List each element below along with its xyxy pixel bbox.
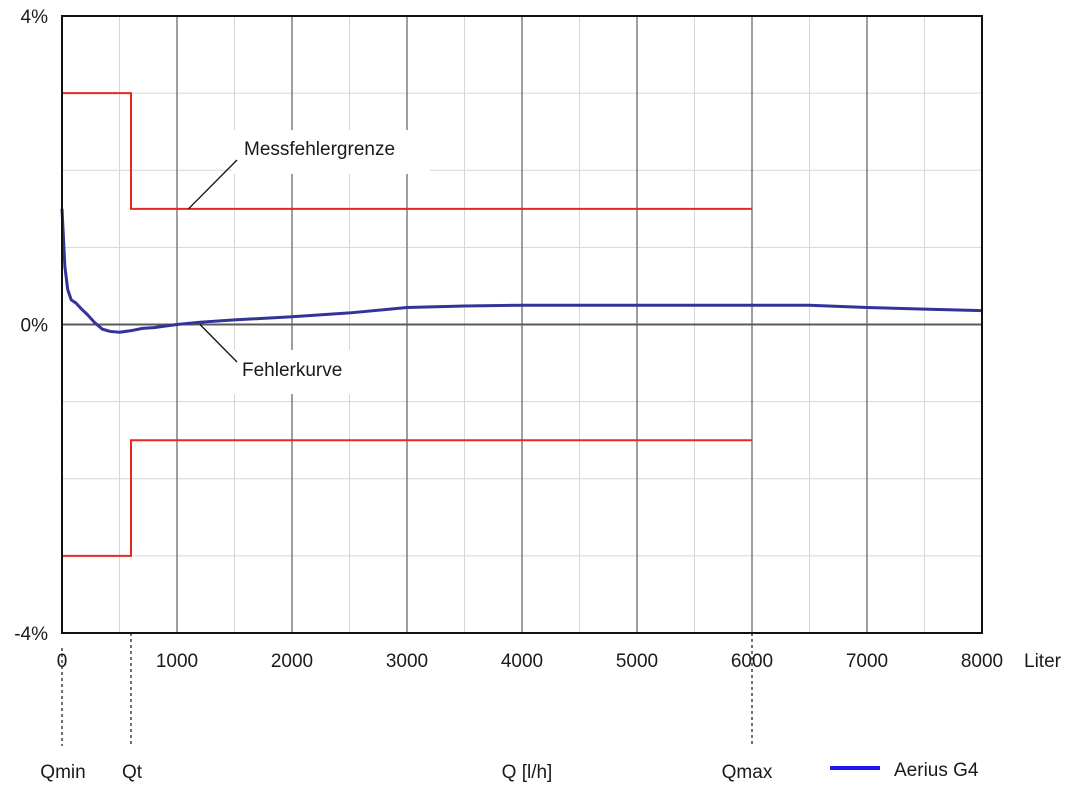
series-point [64, 265, 66, 268]
annotation-box [232, 350, 372, 394]
series-point [93, 321, 95, 323]
series-point [636, 304, 638, 307]
series-point [70, 299, 72, 301]
marker-label: Qt [122, 762, 143, 783]
series-point [141, 327, 144, 330]
x-axis-title: Q [l/h] [502, 762, 553, 783]
x-tick-label: 2000 [271, 651, 313, 672]
y-tick-label: -4% [14, 624, 48, 645]
annotation-leader [188, 159, 238, 210]
x-tick-labels: 0 1000 2000 3000 4000 5000 6000 7000 8000 [57, 651, 1003, 672]
series-point [291, 315, 293, 318]
x-tick-label: 4000 [501, 651, 543, 672]
annotation-leader [199, 324, 238, 363]
series-point [463, 305, 466, 307]
x-tick-label: 1000 [156, 651, 198, 672]
series-point [866, 306, 868, 309]
series-point [109, 330, 112, 333]
flow-markers: Qmin Qt Qmax [40, 633, 773, 783]
legend: Aerius G4 [830, 760, 979, 781]
series-point [80, 308, 83, 310]
annotation-label: Messfehlergrenze [244, 139, 395, 160]
series-point [118, 331, 121, 334]
x-tick-label: 5000 [616, 651, 658, 672]
error-limit-upper [62, 92, 752, 210]
series-point [101, 328, 104, 330]
y-tick-label: 0% [21, 316, 49, 337]
series-point [348, 312, 351, 314]
series-point [751, 304, 753, 307]
error-limit-lower [62, 439, 752, 557]
series-point [808, 304, 811, 307]
series-point [923, 308, 926, 310]
series-point [578, 304, 581, 307]
series-point [176, 323, 178, 326]
series-point [153, 326, 155, 329]
plot-frame [61, 15, 983, 634]
x-tick-label: 3000 [386, 651, 428, 672]
series-point [233, 319, 236, 321]
series-point [521, 304, 523, 307]
series-point [75, 302, 77, 304]
series-point [406, 306, 408, 309]
series-point [130, 329, 132, 332]
annotation-box [232, 130, 430, 174]
x-unit-label: Liter [1024, 651, 1062, 672]
series-point [199, 321, 201, 323]
error-limits [62, 92, 752, 557]
x-tick-label: 7000 [846, 651, 888, 672]
series-point [693, 304, 696, 307]
series-point [164, 325, 167, 327]
series-line-0 [60, 208, 983, 334]
annotation-label: Fehlerkurve [242, 360, 342, 381]
legend-label: Aerius G4 [894, 760, 979, 781]
annotations: Messfehlergrenze Fehlerkurve [188, 130, 430, 394]
y-tick-label: 4% [21, 7, 49, 28]
series-point [86, 313, 89, 316]
x-tick-label: 6000 [731, 651, 773, 672]
x-tick-label: 8000 [961, 651, 1003, 672]
marker-label: Qmax [722, 762, 773, 783]
y-tick-labels: 4% 0% -4% [14, 7, 48, 645]
marker-label: Qmin [40, 762, 85, 783]
series-group [60, 208, 983, 334]
series-point [66, 288, 69, 291]
